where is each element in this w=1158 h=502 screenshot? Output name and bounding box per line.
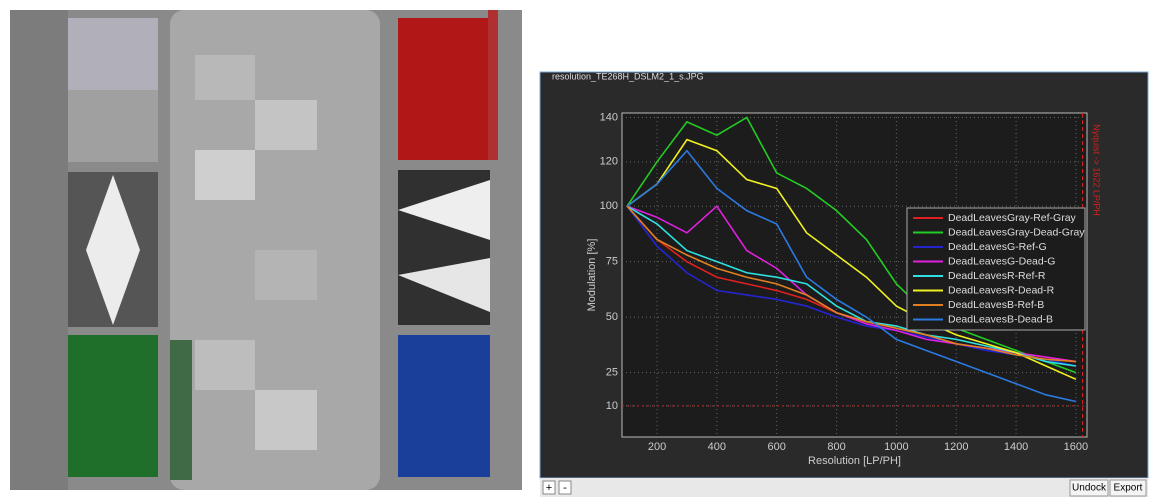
zoom-in-label: +	[546, 482, 552, 494]
series-line	[626, 205, 1076, 363]
x-tick-label: 1200	[944, 441, 968, 453]
legend-label: DeadLeavesG-Ref-G	[948, 241, 1047, 253]
y-tick-label: 120	[600, 156, 618, 168]
x-tick-label: 1400	[1004, 441, 1028, 453]
export-button[interactable]	[1109, 479, 1147, 497]
y-tick-label: 25	[606, 367, 618, 379]
annotation: Nyquist -> 1622 LP/PH	[1092, 124, 1102, 216]
undock-label: Undock	[1072, 483, 1107, 494]
y-tick-label: 50	[606, 311, 618, 323]
legend-label: DeadLeavesR-Dead-R	[948, 284, 1055, 296]
y-tick-label: 140	[600, 111, 618, 123]
series-line	[626, 204, 1077, 363]
legend-label: DeadLeavesGray-Ref-Gray	[948, 212, 1077, 224]
x-tick-label: 400	[708, 441, 726, 453]
zoom-out-label: -	[563, 482, 567, 494]
y-tick-label: 75	[606, 256, 618, 268]
x-tick-label: 200	[648, 441, 666, 453]
export-label: Export	[1114, 483, 1143, 494]
undock-button[interactable]	[1069, 479, 1109, 497]
zoom-out[interactable]	[558, 480, 572, 495]
legend-label: DeadLeavesR-Ref-R	[948, 270, 1046, 282]
legend-label: DeadLeavesG-Dead-G	[948, 255, 1055, 267]
legend-label: DeadLeavesB-Ref-B	[948, 299, 1044, 311]
window-title: resolution_TE268H_DSLM2_1_s.JPG	[552, 71, 704, 81]
y-tick-label: 100	[600, 200, 618, 212]
x-tick-label: 1000	[884, 441, 908, 453]
legend-label: DeadLeavesB-Dead-B	[948, 313, 1053, 325]
legend-box	[906, 207, 1086, 331]
series-line	[626, 116, 1077, 374]
y-tick-label: 10	[606, 400, 618, 412]
x-axis-label: Resolution [LP/PH]	[808, 455, 901, 467]
zoom-in[interactable]	[542, 480, 556, 495]
y-axis-label: Modulation [%]	[586, 239, 598, 312]
series-line	[626, 138, 1077, 381]
toolbar	[540, 478, 1148, 497]
test-chart-image	[10, 10, 522, 490]
x-tick-label: 1600	[1064, 441, 1088, 453]
legend-label: DeadLeavesGray-Dead-Gray	[948, 226, 1085, 238]
x-tick-label: 800	[827, 441, 845, 453]
x-tick-label: 600	[768, 441, 786, 453]
series-line	[626, 205, 1077, 367]
series-line	[626, 205, 1077, 367]
series-line	[626, 149, 1077, 403]
